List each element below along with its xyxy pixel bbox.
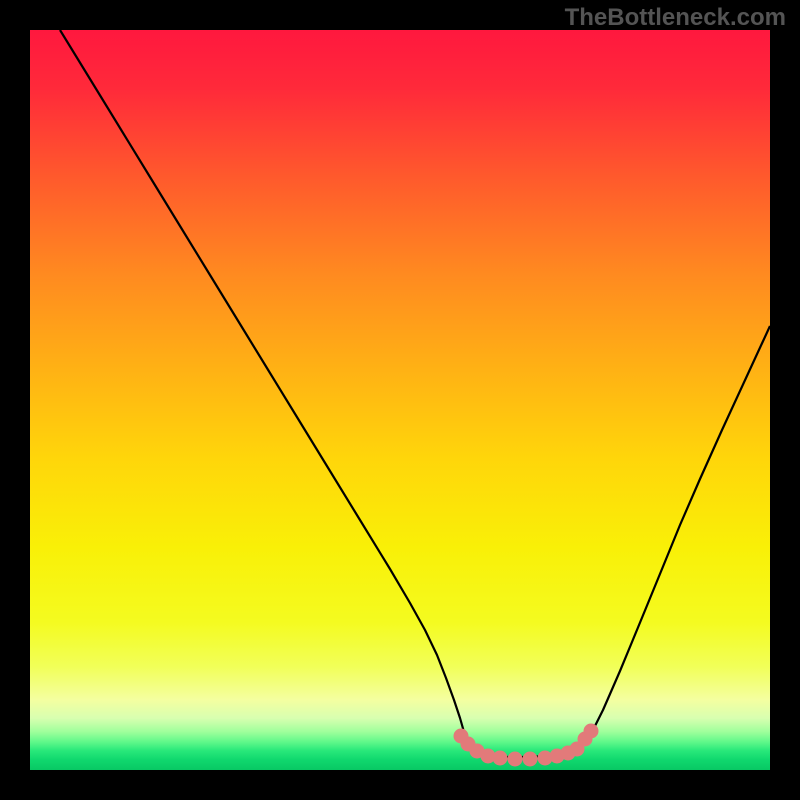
watermark-text: TheBottleneck.com bbox=[565, 4, 786, 32]
chart-plot-area bbox=[30, 30, 770, 770]
gradient-background bbox=[30, 30, 770, 770]
